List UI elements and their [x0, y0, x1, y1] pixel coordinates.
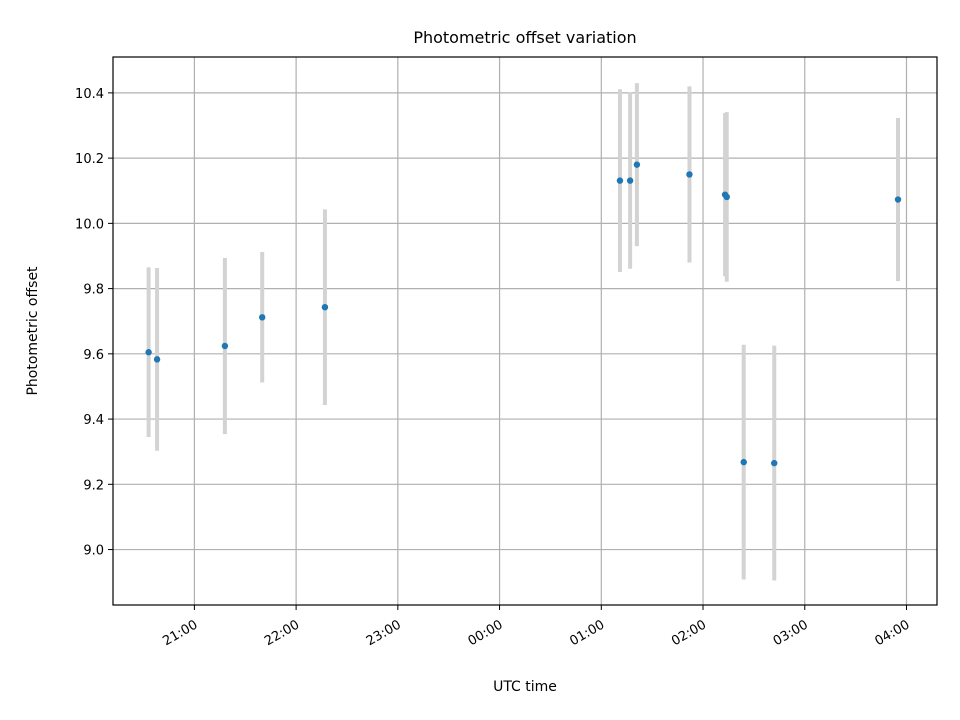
y-tick-label: 10.2 [75, 152, 104, 167]
y-axis-ticks: 9.0 9.2 9.4 9.6 9.8 10.0 10.2 10.4 [75, 87, 113, 559]
data-point [145, 349, 152, 356]
data-point [686, 171, 693, 178]
plot-frame [112, 56, 938, 606]
x-axis-label: UTC time [493, 679, 557, 695]
data-point [221, 342, 229, 350]
y-tick-label: 10.0 [75, 217, 104, 232]
data-point [740, 458, 747, 466]
data-point [616, 177, 624, 184]
y-tick-label: 9.0 [83, 544, 104, 559]
y-tick-label: 9.6 [83, 348, 104, 363]
y-tick-label: 9.2 [83, 478, 104, 493]
y-axis-label: Photometric offset [25, 266, 41, 396]
data-points [145, 161, 902, 467]
data-point [626, 177, 634, 184]
data-point [259, 314, 266, 321]
y-tick-label: 9.8 [83, 283, 104, 298]
data-point [894, 196, 902, 203]
y-tick-label: 10.4 [75, 87, 104, 102]
data-point [723, 193, 730, 201]
chart-title: Photometric offset variation [413, 28, 636, 47]
grid-lines [113, 57, 937, 605]
data-point [633, 161, 641, 168]
data-point [771, 459, 778, 467]
y-tick-label: 9.4 [83, 413, 104, 428]
data-point [153, 356, 161, 363]
data-point [321, 303, 329, 311]
